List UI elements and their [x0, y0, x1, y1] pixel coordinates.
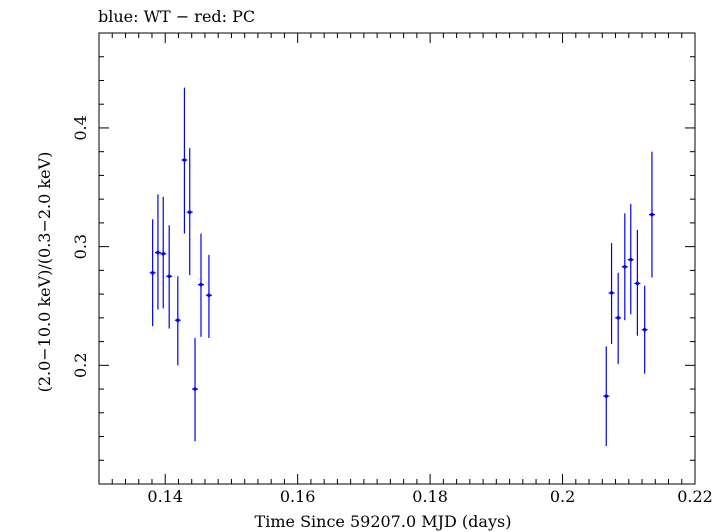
point-marker — [167, 274, 171, 279]
point-marker — [199, 282, 203, 287]
x-axis-label: Time Since 59207.0 MJD (days) — [255, 512, 512, 531]
point-marker — [604, 394, 609, 398]
data-point — [205, 254, 212, 339]
x-axis: 0.14 0.16 0.18 0.2 0.22 — [98, 33, 713, 506]
chart-title: blue: WT − red: PC — [98, 7, 255, 26]
point-marker — [161, 251, 166, 256]
data-points — [149, 87, 655, 447]
data-point — [174, 276, 181, 366]
data-point — [603, 346, 610, 447]
point-marker — [616, 316, 620, 320]
point-marker — [628, 257, 633, 262]
data-point — [634, 230, 641, 336]
point-marker — [623, 265, 627, 269]
x-tick-label: 0.18 — [412, 487, 448, 506]
y-tick-label: 0.4 — [71, 115, 90, 140]
x-tick-label: 0.22 — [677, 487, 713, 506]
point-marker — [207, 293, 211, 298]
data-point — [197, 233, 204, 337]
plot-frame — [98, 32, 696, 485]
point-marker — [176, 318, 180, 323]
data-point — [149, 219, 156, 327]
point-marker — [187, 210, 192, 215]
x-tick-label: 0.16 — [280, 487, 316, 506]
y-axis-label: (2.0−10.0 keV)/(0.3−2.0 keV) — [35, 152, 54, 393]
data-point — [621, 213, 628, 321]
point-marker — [193, 387, 197, 391]
point-marker — [182, 158, 187, 162]
point-marker — [635, 281, 640, 286]
x-tick-label: 0.2 — [550, 487, 575, 506]
data-point — [166, 225, 173, 329]
point-marker — [642, 327, 647, 332]
point-marker — [650, 212, 654, 217]
point-marker — [156, 250, 160, 255]
y-tick-label: 0.2 — [71, 353, 90, 378]
data-point — [154, 194, 161, 310]
x-tick-label: 0.14 — [147, 487, 183, 506]
data-point — [160, 196, 167, 309]
data-point — [615, 272, 622, 365]
point-marker — [609, 291, 614, 295]
data-point — [648, 151, 655, 278]
point-marker — [150, 270, 155, 275]
data-point — [641, 285, 648, 374]
data-point — [608, 243, 615, 344]
y-tick-label: 0.3 — [71, 234, 90, 259]
data-point — [627, 203, 634, 315]
y-axis: 0.2 0.3 0.4 — [71, 32, 695, 461]
data-point — [186, 148, 193, 276]
data-point — [181, 87, 188, 234]
data-point — [192, 338, 199, 442]
